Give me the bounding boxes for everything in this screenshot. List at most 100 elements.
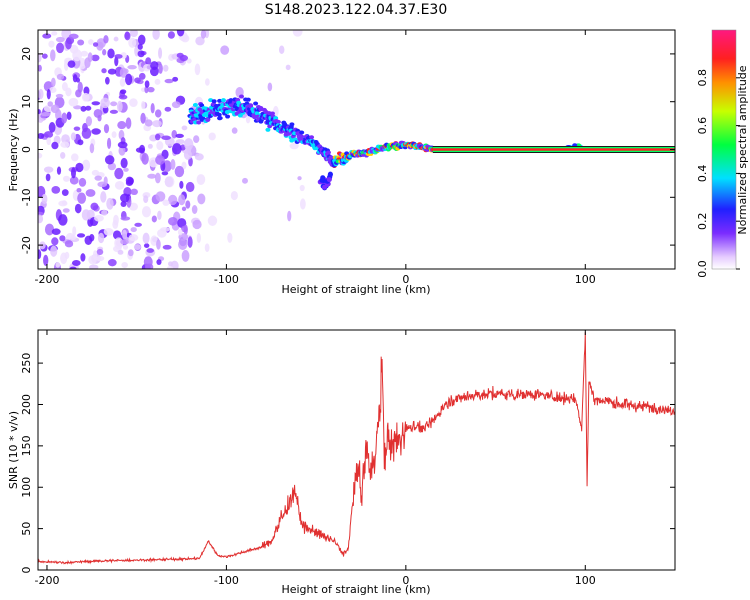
spectrogram-blob (299, 184, 305, 192)
spectrogram-blob (80, 105, 87, 112)
spectrogram-ridge-blob (253, 101, 259, 106)
spectrogram-blob (77, 139, 84, 146)
snr-x-axis-label: Height of straight line (km) (281, 583, 430, 596)
spectrogram-blob (158, 47, 163, 59)
spectrogram-blob (208, 132, 216, 141)
spectrogram-blob (41, 53, 48, 59)
spectrogram-blob (56, 73, 65, 80)
spectrogram-blob (154, 78, 161, 85)
spectrogram-blob (68, 33, 79, 40)
spectrogram-blob (143, 195, 149, 204)
spectrogram-blob (141, 206, 152, 218)
spectrogram-ridge-blob (216, 112, 222, 117)
snr-x-tick-label: -100 (214, 574, 239, 587)
spectrogram-blob (161, 171, 169, 176)
spectrogram-blob (155, 155, 165, 166)
spectrogram-blob (120, 201, 127, 208)
spectrogram-blob (171, 143, 182, 155)
spectrogram-blob (50, 49, 56, 62)
spectrogram-ridge-blob (220, 98, 226, 103)
spectrogram-blob (38, 64, 42, 72)
spectrogram-blob (104, 155, 115, 165)
spectrogram-blob (49, 86, 57, 94)
spectrogram-blob (150, 235, 158, 247)
spectrogram-blob (297, 176, 302, 181)
spectrogram-blob (141, 100, 146, 110)
spectrogram-blob (43, 254, 49, 266)
spectrogram-blob (112, 230, 122, 240)
spectrogram-blob (156, 141, 164, 151)
spectrogram-y-tick-label: -20 (20, 236, 33, 254)
spectrogram-ridge-blob (238, 94, 244, 99)
spectrogram-blob (90, 202, 99, 211)
spectrogram-blob (186, 58, 192, 64)
spectrogram-blob (125, 117, 132, 129)
spectrogram-blob (69, 44, 79, 54)
spectrogram-blob (145, 57, 152, 66)
spectrogram-ridge-blob (225, 114, 231, 119)
spectrogram-blob (76, 188, 82, 193)
spectrogram-blob (179, 54, 189, 62)
spectrogram-blob (88, 39, 94, 45)
spectrogram-ridge-blob (309, 135, 315, 140)
spectrogram-blob (96, 248, 104, 256)
spectrogram-ridge-blob (245, 97, 251, 102)
spectrogram-ridge-blob (325, 150, 331, 155)
snr-plot-area (38, 330, 675, 570)
spectrogram-blob (191, 205, 198, 214)
spectrogram-blob (158, 63, 163, 74)
spectrogram-blob (58, 214, 68, 226)
spectrogram-blob (134, 222, 142, 227)
spectrogram-blob (38, 53, 42, 63)
spectrogram-blob (103, 35, 109, 44)
spectrogram-blob (179, 180, 184, 189)
spectrogram-blob (94, 214, 104, 222)
spectrogram-x-tick-label: -200 (34, 273, 59, 286)
spectrogram-blob (183, 224, 188, 235)
spectrogram-blob (174, 165, 185, 178)
spectrogram-blob (51, 228, 61, 235)
spectrogram-blob (41, 111, 51, 117)
spectrogram-side-lobe-blob (322, 184, 328, 190)
spectrogram-blob (193, 135, 200, 144)
spectrogram-blob (114, 167, 124, 180)
spectrogram-blob (205, 78, 210, 86)
spectrogram-side-lobe-blob (326, 177, 332, 183)
spectrogram-blob (142, 232, 150, 244)
spectrogram-blob (120, 193, 130, 203)
spectrogram-blob (152, 120, 162, 128)
spectrogram-blob (124, 31, 131, 41)
spectrogram-blob (78, 177, 87, 187)
spectrogram-blob (122, 244, 129, 250)
spectrogram-blob (114, 237, 124, 250)
colorbar: 0.0 0.2 0.4 0.6 0.8 Normalized spectral ampl… (696, 29, 749, 278)
snr-y-tick-label: 200 (20, 394, 33, 415)
spectrogram-blob (167, 216, 178, 226)
spectrogram-blob (128, 234, 139, 242)
spectrogram-blob (85, 189, 96, 197)
spectrogram-blob (157, 228, 167, 238)
spectrogram-blob (38, 152, 43, 159)
spectrogram-blob (56, 166, 62, 175)
spectrogram-blob (91, 54, 100, 62)
spectrogram-blob (204, 243, 210, 252)
spectrogram-blob (38, 214, 44, 224)
spectrogram-ridge-blob (211, 99, 217, 104)
spectrogram-blob (87, 52, 93, 63)
spectrogram-blob (72, 226, 77, 236)
spectrogram-blob (65, 37, 72, 50)
spectrogram-blob (157, 210, 162, 221)
spectrogram-blob (117, 141, 128, 149)
spectrogram-blob (130, 227, 137, 233)
snr-x-tick-label: -200 (34, 574, 59, 587)
spectrogram-blob (95, 255, 105, 262)
spectrogram-blob (144, 80, 150, 88)
spectrogram-blobs (38, 30, 587, 269)
spectrogram-blob (143, 243, 150, 248)
spectrogram-blob (42, 33, 52, 39)
spectrogram-blob (85, 116, 93, 127)
spectrogram-ridge-blob (273, 116, 279, 121)
spectrogram-blob (207, 215, 218, 226)
spectrogram-blob (278, 45, 285, 54)
